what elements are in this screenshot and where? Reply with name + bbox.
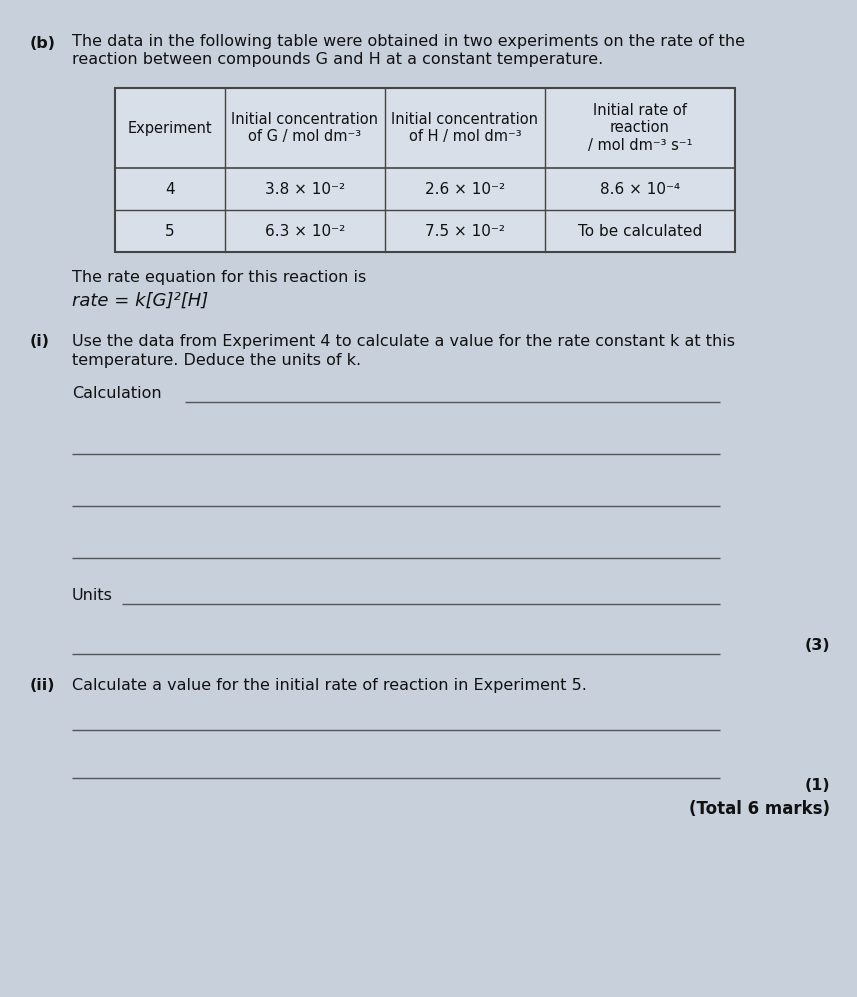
Text: (Total 6 marks): (Total 6 marks) xyxy=(689,800,830,818)
Text: Units: Units xyxy=(72,588,113,603)
Text: (b): (b) xyxy=(30,36,56,51)
Text: To be calculated: To be calculated xyxy=(578,223,702,238)
Text: 6.3 × 10⁻²: 6.3 × 10⁻² xyxy=(265,223,345,238)
Text: Experiment: Experiment xyxy=(128,121,213,136)
Text: 4: 4 xyxy=(165,181,175,196)
Bar xyxy=(115,88,735,252)
Text: (i): (i) xyxy=(30,334,50,349)
Text: 7.5 × 10⁻²: 7.5 × 10⁻² xyxy=(425,223,505,238)
Text: Use the data from Experiment 4 to calculate a value for the rate constant k at t: Use the data from Experiment 4 to calcul… xyxy=(72,334,735,349)
Text: Initial concentration
of G / mol dm⁻³: Initial concentration of G / mol dm⁻³ xyxy=(231,112,379,145)
Text: Calculate a value for the initial rate of reaction in Experiment 5.: Calculate a value for the initial rate o… xyxy=(72,678,587,693)
Bar xyxy=(115,88,735,252)
Text: 3.8 × 10⁻²: 3.8 × 10⁻² xyxy=(265,181,345,196)
Text: (3): (3) xyxy=(805,638,830,653)
Text: Calculation: Calculation xyxy=(72,386,162,401)
Text: Initial rate of
reaction
/ mol dm⁻³ s⁻¹: Initial rate of reaction / mol dm⁻³ s⁻¹ xyxy=(588,103,692,153)
Text: Initial concentration
of H / mol dm⁻³: Initial concentration of H / mol dm⁻³ xyxy=(392,112,538,145)
Text: 5: 5 xyxy=(165,223,175,238)
Text: temperature. Deduce the units of k.: temperature. Deduce the units of k. xyxy=(72,353,361,368)
Text: 2.6 × 10⁻²: 2.6 × 10⁻² xyxy=(425,181,505,196)
Text: (ii): (ii) xyxy=(30,678,56,693)
Text: 8.6 × 10⁻⁴: 8.6 × 10⁻⁴ xyxy=(600,181,680,196)
Text: reaction between compounds G and H at a constant temperature.: reaction between compounds G and H at a … xyxy=(72,52,603,67)
Text: rate = k[G]²[H]: rate = k[G]²[H] xyxy=(72,292,208,310)
Text: The rate equation for this reaction is: The rate equation for this reaction is xyxy=(72,270,366,285)
Text: The data in the following table were obtained in two experiments on the rate of : The data in the following table were obt… xyxy=(72,34,745,49)
Text: (1): (1) xyxy=(805,778,830,793)
